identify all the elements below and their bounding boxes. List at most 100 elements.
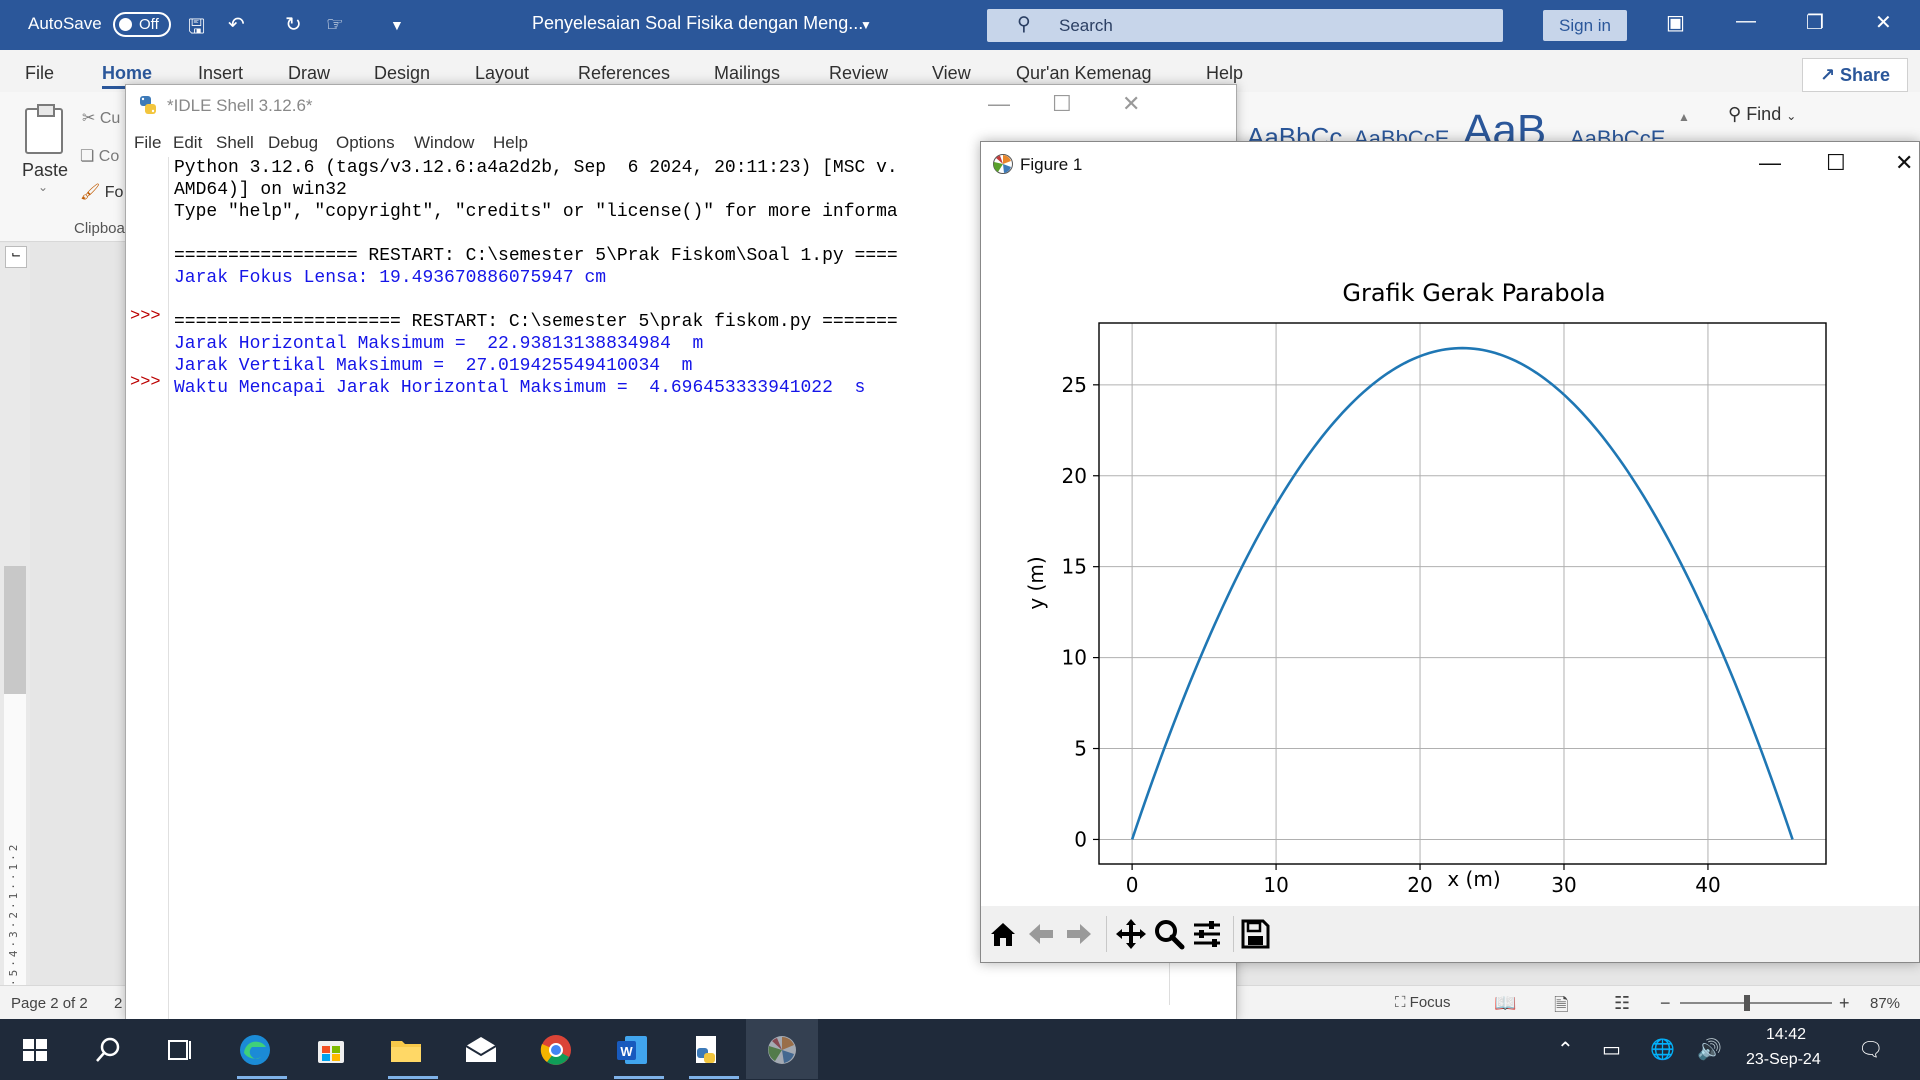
- paste-label[interactable]: Paste: [22, 160, 69, 180]
- customize-qat-icon[interactable]: ▼: [390, 17, 404, 33]
- figure-toolbar: [981, 906, 1919, 962]
- shell-output[interactable]: Python 3.12.6 (tags/v3.12.6:a4a2d2b, Sep…: [174, 157, 1232, 1003]
- file-explorer-icon[interactable]: [386, 1030, 426, 1070]
- menu-window[interactable]: Window: [414, 133, 475, 152]
- idle-close-icon[interactable]: ✕: [1122, 91, 1141, 116]
- menu-edit[interactable]: Edit: [173, 133, 203, 152]
- figure-maximize-icon[interactable]: ☐: [1826, 150, 1846, 175]
- title-chevron-down-icon[interactable]: ▼: [860, 18, 872, 32]
- search-box[interactable]: ⚲ Search: [987, 9, 1503, 42]
- word-count[interactable]: 2: [114, 995, 123, 1012]
- document-title[interactable]: Penyelesaian Soal Fisika dengan Meng...: [532, 13, 864, 33]
- find-button[interactable]: ⚲ Find ⌄: [1728, 104, 1796, 125]
- tab-help[interactable]: Help: [1206, 63, 1244, 83]
- styles-scroll-up-icon[interactable]: ▲: [1678, 110, 1690, 124]
- sign-in-button[interactable]: Sign in: [1543, 10, 1627, 41]
- windows-start-icon[interactable]: [15, 1030, 55, 1070]
- toolbar-separator: [1106, 916, 1107, 952]
- y-tick-label: 10: [1062, 646, 1087, 670]
- battery-icon[interactable]: ▭: [1602, 1039, 1621, 1061]
- idle-python-icon[interactable]: [687, 1030, 727, 1070]
- tab-insert[interactable]: Insert: [198, 63, 244, 83]
- tab-file[interactable]: File: [25, 63, 55, 83]
- tab-review[interactable]: Review: [829, 63, 889, 83]
- shell-line: Jarak Fokus Lensa: 19.493670886075947 cm: [174, 268, 607, 288]
- touch-mode-icon[interactable]: ☞: [326, 14, 344, 36]
- figure-title-bar[interactable]: Figure 1 — ☐ ✕: [981, 142, 1919, 186]
- microsoft-store-icon[interactable]: [311, 1030, 351, 1070]
- focus-label: Focus: [1409, 994, 1451, 1011]
- pan-icon[interactable]: [1113, 916, 1149, 952]
- tab-design[interactable]: Design: [374, 63, 431, 83]
- idle-title-bar[interactable]: *IDLE Shell 3.12.6* — ☐ ✕: [126, 85, 1236, 127]
- zoom-slider[interactable]: [1680, 995, 1832, 1011]
- menu-help[interactable]: Help: [493, 133, 528, 152]
- tab-view[interactable]: View: [932, 63, 971, 83]
- share-button[interactable]: ↗ Share: [1802, 58, 1908, 92]
- task-view-icon[interactable]: [160, 1030, 200, 1070]
- cut-button[interactable]: ✂ Cu: [82, 108, 120, 128]
- menu-options[interactable]: Options: [336, 133, 395, 152]
- idle-maximize-icon[interactable]: ☐: [1052, 91, 1072, 116]
- volume-icon[interactable]: 🔊: [1697, 1039, 1722, 1061]
- menu-file[interactable]: File: [134, 133, 162, 152]
- parabola-chart[interactable]: Grafik Gerak Parabola 0 10 20 30 40 0 5 10 15 20 2…: [981, 186, 1919, 906]
- show-hidden-icons-icon[interactable]: ⌃: [1557, 1039, 1574, 1061]
- focus-button[interactable]: ⛶ Focus: [1395, 994, 1451, 1011]
- figure-minimize-icon[interactable]: —: [1759, 150, 1781, 175]
- zoom-in-icon[interactable]: +: [1839, 993, 1850, 1013]
- redo-icon[interactable]: ↻: [285, 14, 302, 36]
- zoom-level[interactable]: 87%: [1870, 995, 1901, 1012]
- edge-icon[interactable]: [235, 1030, 275, 1070]
- word-icon[interactable]: W: [612, 1030, 652, 1070]
- notification-icon[interactable]: 🗨: [1858, 1039, 1884, 1061]
- minimize-icon[interactable]: —: [1736, 10, 1756, 32]
- ribbon-display-icon[interactable]: ▣: [1666, 12, 1685, 34]
- print-layout-icon[interactable]: 🗎: [1554, 995, 1569, 1015]
- autosave-toggle[interactable]: Off: [113, 12, 171, 37]
- figure-close-icon[interactable]: ✕: [1895, 150, 1914, 175]
- mail-icon[interactable]: [461, 1030, 501, 1070]
- format-painter-button[interactable]: 🖌 Fo: [80, 182, 123, 202]
- read-mode-icon[interactable]: 📖: [1494, 993, 1517, 1013]
- paste-icon[interactable]: [25, 104, 63, 154]
- search-icon[interactable]: [88, 1030, 128, 1070]
- tab-quran-kemenag[interactable]: Qur'an Kemenag: [1016, 63, 1152, 83]
- copy-button[interactable]: ❏ Co: [80, 146, 119, 166]
- tab-mailings[interactable]: Mailings: [714, 63, 781, 83]
- edge-running-indicator: [237, 1076, 287, 1079]
- zoom-icon[interactable]: [1151, 916, 1187, 952]
- page-count[interactable]: Page 2 of 2: [11, 995, 88, 1012]
- idle-minimize-icon[interactable]: —: [988, 91, 1010, 116]
- save-icon[interactable]: 🖫: [188, 16, 206, 38]
- y-tick-label: 0: [1074, 827, 1087, 851]
- back-arrow-icon[interactable]: [1023, 916, 1059, 952]
- zoom-slider-thumb[interactable]: [1744, 995, 1750, 1011]
- figure-window[interactable]: Figure 1 — ☐ ✕ Grafik Gerak Parabola 0 10…: [980, 141, 1920, 963]
- clock-time[interactable]: 14:42: [1766, 1026, 1807, 1043]
- restore-icon[interactable]: ❐: [1806, 12, 1824, 34]
- clipboard-group-label: Clipboa: [74, 220, 125, 237]
- y-axis-label: y (m): [1024, 556, 1048, 609]
- zoom-out-icon[interactable]: −: [1660, 993, 1671, 1013]
- vertical-ruler: ·5·4·3·2·1··1·2: [4, 566, 26, 986]
- menu-debug[interactable]: Debug: [268, 133, 319, 152]
- chart-background: [981, 186, 1919, 906]
- undo-icon[interactable]: ↶: [228, 14, 245, 36]
- tab-layout[interactable]: Layout: [475, 63, 530, 83]
- home-icon[interactable]: [985, 916, 1021, 952]
- close-icon[interactable]: ✕: [1875, 12, 1892, 34]
- clock-date[interactable]: 23-Sep-24: [1746, 1051, 1821, 1068]
- chrome-icon[interactable]: [536, 1030, 576, 1070]
- copy-icon: ❏: [80, 148, 99, 165]
- tab-draw[interactable]: Draw: [288, 63, 331, 83]
- network-globe-icon[interactable]: 🌐: [1650, 1039, 1675, 1061]
- forward-arrow-icon[interactable]: [1061, 916, 1097, 952]
- save-figure-icon[interactable]: [1237, 916, 1273, 952]
- menu-shell[interactable]: Shell: [216, 133, 254, 152]
- paste-chevron-down-icon[interactable]: ⌄: [38, 180, 49, 194]
- tab-selector-icon[interactable]: ⌙: [5, 246, 27, 268]
- web-layout-icon[interactable]: ☷: [1614, 993, 1631, 1013]
- tab-references[interactable]: References: [578, 63, 671, 83]
- configure-subplots-icon[interactable]: [1189, 916, 1225, 952]
